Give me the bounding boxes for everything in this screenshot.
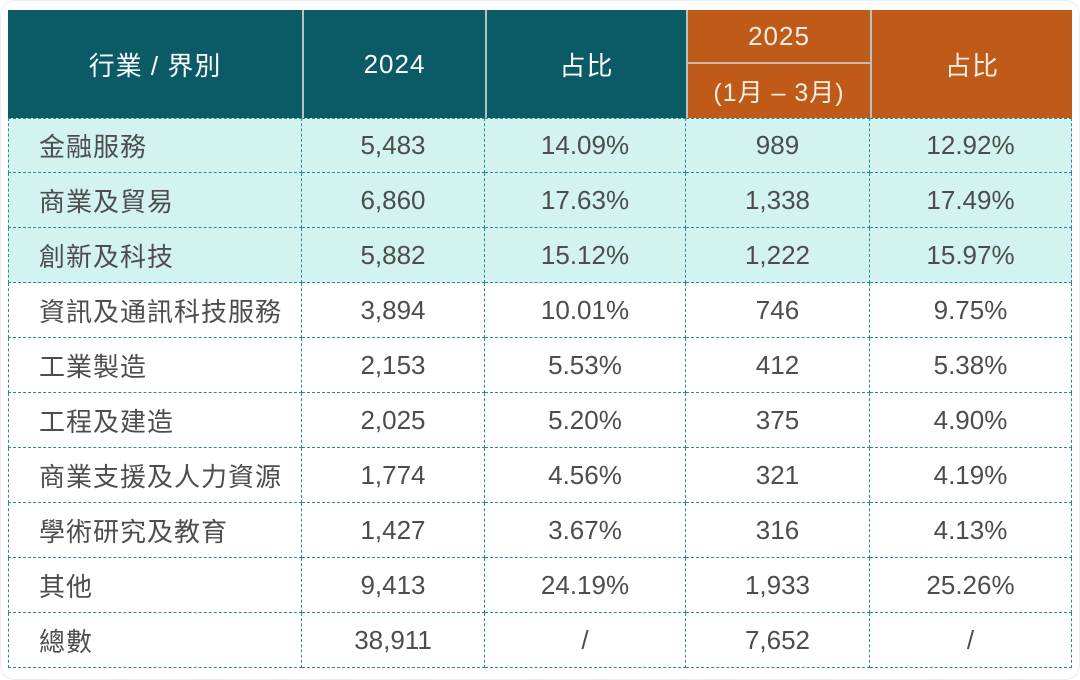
cell-2025: 989 — [686, 118, 870, 173]
cell-2024: 1,427 — [302, 503, 485, 558]
cell-2024-share: / — [485, 613, 686, 668]
header-2025-share: 占比 — [870, 10, 1072, 118]
cell-2025-share: 4.13% — [870, 503, 1072, 558]
table-row: 資訊及通訊科技服務 3,894 10.01% 746 9.75% — [8, 283, 1072, 338]
table-row: 商業支援及人力資源 1,774 4.56% 321 4.19% — [8, 448, 1072, 503]
table-row: 創新及科技 5,882 15.12% 1,222 15.97% — [8, 228, 1072, 283]
cell-2025: 1,933 — [686, 558, 870, 613]
cell-2024-share: 5.20% — [485, 393, 686, 448]
cell-2025: 316 — [686, 503, 870, 558]
cell-2024-share: 5.53% — [485, 338, 686, 393]
header-2025-period: (1月 – 3月) — [688, 62, 870, 118]
cell-2024: 2,025 — [302, 393, 485, 448]
row-label: 商業及貿易 — [8, 173, 302, 228]
header-2025-year: 2025 — [748, 20, 810, 51]
row-label: 其他 — [8, 558, 302, 613]
table-row-total: 總數 38,911 / 7,652 / — [8, 613, 1072, 668]
row-label: 創新及科技 — [8, 228, 302, 283]
cell-2025: 746 — [686, 283, 870, 338]
row-label: 金融服務 — [8, 118, 302, 173]
cell-2025-share: 4.90% — [870, 393, 1072, 448]
table-row: 學術研究及教育 1,427 3.67% 316 4.13% — [8, 503, 1072, 558]
row-label: 工業製造 — [8, 338, 302, 393]
header-industry: 行業 / 界別 — [8, 10, 302, 118]
cell-2024: 3,894 — [302, 283, 485, 338]
row-label: 學術研究及教育 — [8, 503, 302, 558]
cell-2024-share: 10.01% — [485, 283, 686, 338]
cell-2024-share: 14.09% — [485, 118, 686, 173]
cell-2025: 7,652 — [686, 613, 870, 668]
table-body: 金融服務 5,483 14.09% 989 12.92% 商業及貿易 6,860… — [8, 118, 1072, 668]
cell-2025: 375 — [686, 393, 870, 448]
cell-2025: 321 — [686, 448, 870, 503]
cell-2025-share: 4.19% — [870, 448, 1072, 503]
cell-2025-share: 12.92% — [870, 118, 1072, 173]
cell-2025: 412 — [686, 338, 870, 393]
table-row: 工業製造 2,153 5.53% 412 5.38% — [8, 338, 1072, 393]
cell-2025: 1,338 — [686, 173, 870, 228]
cell-2025-share: 5.38% — [870, 338, 1072, 393]
header-2024: 2024 — [302, 10, 485, 118]
cell-2024: 5,483 — [302, 118, 485, 173]
cell-2024-share: 4.56% — [485, 448, 686, 503]
cell-2025-share: 9.75% — [870, 283, 1072, 338]
cell-2024-share: 15.12% — [485, 228, 686, 283]
table-row: 工程及建造 2,025 5.20% 375 4.90% — [8, 393, 1072, 448]
row-label: 商業支援及人力資源 — [8, 448, 302, 503]
cell-2024-share: 17.63% — [485, 173, 686, 228]
cell-2024: 6,860 — [302, 173, 485, 228]
cell-2024: 2,153 — [302, 338, 485, 393]
cell-2024-share: 24.19% — [485, 558, 686, 613]
cell-2025-share: 25.26% — [870, 558, 1072, 613]
header-2024-share: 占比 — [485, 10, 686, 118]
cell-2024: 38,911 — [302, 613, 485, 668]
cell-2025-share: 15.97% — [870, 228, 1072, 283]
cell-2025-share: 17.49% — [870, 173, 1072, 228]
row-label: 總數 — [8, 613, 302, 668]
cell-2024-share: 3.67% — [485, 503, 686, 558]
row-label: 資訊及通訊科技服務 — [8, 283, 302, 338]
cell-2025-share: / — [870, 613, 1072, 668]
table-row: 商業及貿易 6,860 17.63% 1,338 17.49% — [8, 173, 1072, 228]
header-2025: 2025 (1月 – 3月) — [686, 10, 870, 118]
cell-2025: 1,222 — [686, 228, 870, 283]
table-header: 行業 / 界別 2024 占比 2025 (1月 – 3月) 占比 — [8, 10, 1072, 118]
cell-2024: 5,882 — [302, 228, 485, 283]
industry-statistics-table: 行業 / 界別 2024 占比 2025 (1月 – 3月) 占比 金融服務 5… — [8, 10, 1072, 668]
row-label: 工程及建造 — [8, 393, 302, 448]
cell-2024: 9,413 — [302, 558, 485, 613]
cell-2024: 1,774 — [302, 448, 485, 503]
table-row: 其他 9,413 24.19% 1,933 25.26% — [8, 558, 1072, 613]
table-row: 金融服務 5,483 14.09% 989 12.92% — [8, 118, 1072, 173]
